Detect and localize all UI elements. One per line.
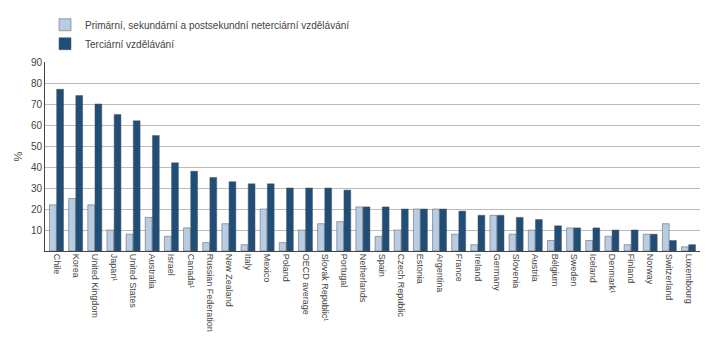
svg-text:90: 90 — [31, 57, 43, 68]
svg-text:Terciární vzdělávání: Terciární vzdělávání — [85, 39, 174, 50]
svg-text:Chile: Chile — [52, 254, 62, 275]
svg-text:Finland: Finland — [626, 254, 636, 284]
svg-text:Denmark¹: Denmark¹ — [607, 254, 617, 294]
svg-text:30: 30 — [31, 183, 43, 194]
svg-text:New Zealand: New Zealand — [224, 254, 234, 307]
svg-text:United Kingdom: United Kingdom — [90, 254, 100, 318]
svg-text:Slovenia: Slovenia — [511, 254, 521, 289]
svg-text:Austria: Austria — [530, 254, 540, 282]
svg-text:Norway: Norway — [645, 254, 655, 285]
svg-text:Netherlands: Netherlands — [358, 254, 368, 303]
svg-text:OECD average: OECD average — [301, 254, 311, 315]
svg-text:United States: United States — [128, 254, 138, 309]
svg-text:Iceland: Iceland — [588, 254, 598, 283]
svg-text:Portugal: Portugal — [339, 254, 349, 288]
svg-text:Spain: Spain — [377, 254, 387, 277]
svg-text:Primární, sekundární a postsek: Primární, sekundární a postsekundní nete… — [85, 20, 349, 31]
svg-text:50: 50 — [31, 141, 43, 152]
svg-text:Poland: Poland — [281, 254, 291, 282]
svg-text:Russian Federation: Russian Federation — [205, 254, 215, 332]
svg-text:Mexico: Mexico — [262, 254, 272, 283]
svg-text:Estonia: Estonia — [415, 254, 425, 284]
svg-text:20: 20 — [31, 204, 43, 215]
svg-text:Luxembourg: Luxembourg — [684, 254, 694, 304]
svg-text:Japan¹: Japan¹ — [109, 254, 119, 282]
svg-text:60: 60 — [31, 120, 43, 131]
svg-text:Korea: Korea — [71, 254, 81, 278]
svg-text:Slovak Republic¹: Slovak Republic¹ — [320, 254, 330, 322]
svg-text:Italy: Italy — [243, 254, 253, 271]
svg-text:Germany: Germany — [492, 254, 502, 292]
svg-text:Argentina: Argentina — [435, 254, 445, 293]
svg-text:10: 10 — [31, 225, 43, 236]
svg-text:Sweden: Sweden — [569, 254, 579, 287]
svg-text:70: 70 — [31, 99, 43, 110]
svg-text:40: 40 — [31, 162, 43, 173]
svg-text:Canada¹: Canada¹ — [186, 254, 196, 289]
svg-text:Israel: Israel — [166, 254, 176, 276]
svg-text:Ireland: Ireland — [473, 254, 483, 282]
svg-text:Australia: Australia — [147, 254, 157, 289]
svg-text:Bélgium: Bélgium — [550, 254, 560, 287]
svg-text:80: 80 — [31, 78, 43, 89]
svg-text:Switzerland: Switzerland — [664, 254, 674, 301]
svg-text:France: France — [454, 254, 464, 282]
svg-text:%: % — [12, 151, 24, 161]
svg-text:Czech Republic: Czech Republic — [396, 254, 406, 318]
